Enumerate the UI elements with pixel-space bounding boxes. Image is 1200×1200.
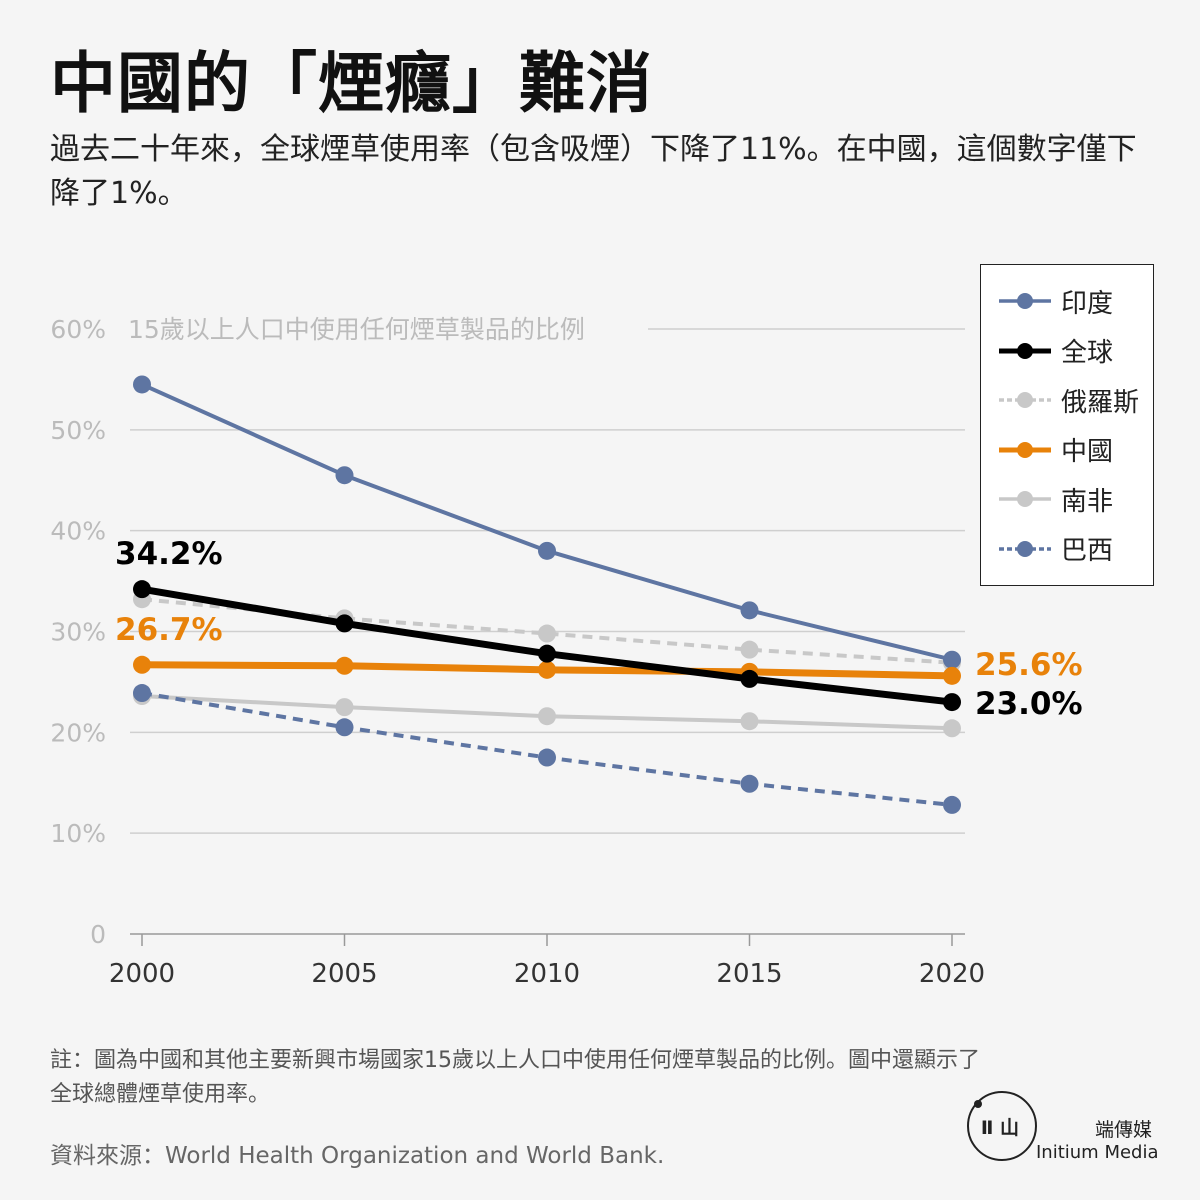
- legend-swatch: [999, 342, 1051, 359]
- initium-logo: Ⅱ 山: [967, 1091, 1037, 1161]
- data-point: [943, 795, 961, 814]
- data-point: [133, 375, 151, 394]
- y-tick-label: 10%: [50, 819, 106, 848]
- legend-label: 南非: [1061, 486, 1114, 517]
- data-point: [133, 684, 151, 703]
- legend-item-俄羅斯: 俄羅斯: [999, 382, 1139, 418]
- data-point: [740, 712, 759, 731]
- data-point: [335, 718, 354, 737]
- data-point: [538, 707, 556, 726]
- series-巴西: [133, 684, 961, 814]
- series-line: [141, 382, 953, 662]
- data-source: 資料來源：World Health Organization and World…: [50, 1143, 665, 1169]
- data-point: [335, 614, 354, 633]
- data-point: [538, 644, 556, 663]
- legend-swatch: [999, 491, 1051, 507]
- y-tick-label: 20%: [50, 718, 106, 747]
- page-subtitle: 過去二十年來，全球煙草使用率（包含吸煙）下降了11%。在中國，這個數字僅下降了1…: [50, 132, 1137, 211]
- legend-item-南非: 南非: [999, 481, 1113, 517]
- legend-swatch: [999, 441, 1051, 458]
- y-tick-label: 60%: [50, 315, 106, 344]
- page-title: 中國的「煙癮」難消: [50, 45, 653, 122]
- data-point: [740, 640, 759, 659]
- data-point: [943, 693, 961, 712]
- y-tick-label: 40%: [50, 517, 106, 546]
- data-point: [335, 656, 354, 675]
- x-tick-label: 2010: [514, 959, 580, 989]
- series-印度: [133, 375, 961, 669]
- data-point: [740, 774, 759, 793]
- data-point: [943, 650, 961, 669]
- chart-footnote: 註：圖為中國和其他主要新興市場國家15歲以上人口中使用任何煙草製品的比例。圖中還…: [50, 1048, 980, 1107]
- chart-axes: 0 10% 20% 30% 40% 50% 60% 15歲以上人口中使用任何煙草製品的比例 20…: [50, 315, 985, 989]
- x-tick-label: 2015: [716, 959, 782, 989]
- series-全球: [133, 580, 961, 712]
- legend-label: 俄羅斯: [1061, 387, 1140, 418]
- data-point: [943, 719, 961, 738]
- legend-label: 全球: [1061, 338, 1114, 368]
- data-point: [538, 660, 556, 679]
- data-point: [538, 748, 556, 767]
- legend-label: 印度: [1061, 288, 1114, 319]
- data-point: [335, 466, 354, 485]
- tobacco-use-line-chart: 0 10% 20% 30% 40% 50% 60% 15歲以上人口中使用任何煙草製品的比例 20…: [50, 315, 1083, 989]
- legend-swatch: [999, 392, 1051, 408]
- series-中國: [133, 655, 961, 685]
- data-point: [133, 655, 151, 674]
- value-label: 25.6%: [975, 647, 1083, 683]
- y-tick-label: 30%: [50, 618, 106, 647]
- chart-labels: 34.2% 26.7% 25.6%23.0%: [115, 536, 1083, 722]
- legend-swatch: [999, 293, 1051, 309]
- chart-title: 15歲以上人口中使用任何煙草製品的比例: [128, 315, 585, 344]
- logo-glyph: Ⅱ 山: [981, 1117, 1019, 1139]
- chart-legend: 印度全球俄羅斯中國南非巴西: [980, 264, 1154, 586]
- data-point: [740, 669, 759, 688]
- y-tick-label: 50%: [50, 416, 106, 445]
- value-label: 23.0%: [975, 686, 1083, 722]
- brand-name-english: Initium Media: [1036, 1142, 1159, 1163]
- x-tick-label: 2020: [919, 959, 985, 989]
- legend-label: 巴西: [1061, 536, 1114, 566]
- data-point: [538, 541, 556, 560]
- series-南非: [133, 687, 961, 738]
- x-tick-label: 2000: [109, 959, 175, 989]
- legend-item-全球: 全球: [999, 333, 1113, 369]
- chart-gridlines: [130, 328, 965, 834]
- brand-name-chinese: 端傳媒: [1094, 1119, 1152, 1141]
- legend-item-印度: 印度: [999, 283, 1113, 319]
- legend-item-巴西: 巴西: [999, 531, 1113, 567]
- chart-series: [133, 375, 961, 814]
- data-point: [943, 666, 961, 685]
- legend-swatch: [999, 540, 1051, 557]
- x-tick-label: 2005: [311, 959, 377, 989]
- data-point: [133, 580, 151, 599]
- value-label: 34.2%: [115, 536, 223, 572]
- data-point: [538, 624, 556, 643]
- legend-label: 中國: [1061, 437, 1114, 467]
- data-point: [335, 698, 354, 717]
- data-point: [740, 601, 759, 620]
- y-tick-label: 0: [90, 920, 106, 949]
- value-label: 26.7%: [115, 612, 223, 648]
- legend-item-中國: 中國: [999, 432, 1113, 468]
